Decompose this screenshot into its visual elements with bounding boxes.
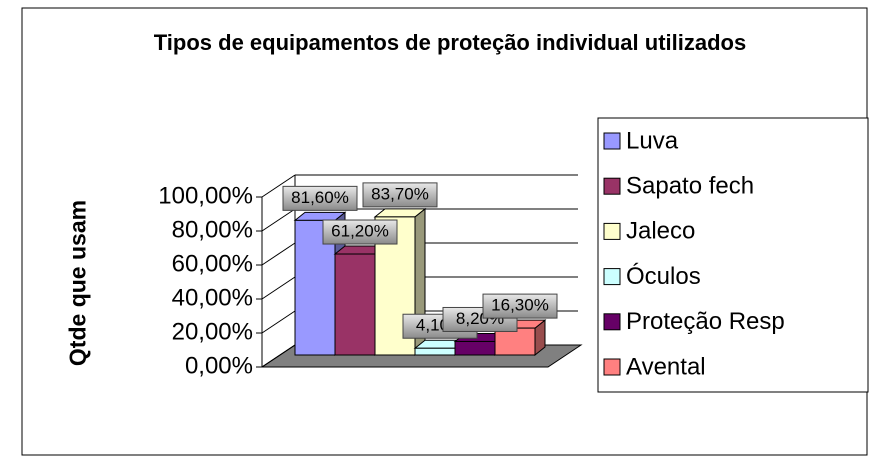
- chart-title: Tipos de equipamentos de proteção indivi…: [153, 30, 747, 55]
- legend-box: [597, 117, 869, 393]
- data-label-box: [282, 185, 358, 211]
- y-tick-label: 0,00%: [185, 352, 253, 379]
- legend-label: Avental: [626, 353, 706, 380]
- y-tick-label: 60,00%: [172, 250, 253, 277]
- bar: [454, 340, 496, 356]
- legend-swatch: [603, 132, 621, 150]
- side-grid: [261, 344, 296, 368]
- side-grid: [261, 242, 296, 266]
- side-grid: [261, 310, 296, 334]
- data-label: 16,30%: [491, 296, 549, 315]
- legend-label: Luva: [626, 127, 679, 154]
- legend-swatch: [603, 313, 621, 331]
- y-tick-label: 20,00%: [172, 318, 253, 345]
- data-label: 81,60%: [291, 188, 349, 207]
- bar: [494, 327, 536, 356]
- data-label-box: [482, 293, 558, 319]
- legend-label: Sapato fech: [626, 173, 754, 200]
- legend-swatch: [603, 268, 621, 286]
- side-grid: [261, 174, 296, 198]
- data-label-box: [442, 306, 518, 332]
- legend-swatch: [603, 358, 621, 376]
- legend-swatch: [603, 177, 621, 195]
- data-label: 61,20%: [331, 222, 389, 241]
- y-axis-label: Qtde que usam: [64, 199, 91, 367]
- side-grid: [261, 208, 296, 232]
- bar: [334, 253, 376, 356]
- side-grid: [261, 276, 296, 300]
- data-label-box: [322, 219, 398, 245]
- data-label-box: [362, 182, 438, 208]
- legend-label: Jaleco: [626, 218, 695, 245]
- y-tick-label: 80,00%: [172, 216, 253, 243]
- y-tick-label: 100,00%: [158, 182, 253, 209]
- legend-label: Proteção Resp: [626, 308, 785, 335]
- legend-label: Óculos: [626, 263, 701, 290]
- data-label: 83,70%: [371, 184, 429, 203]
- bar: [414, 347, 456, 356]
- legend-swatch: [603, 222, 621, 240]
- y-tick-label: 40,00%: [172, 284, 253, 311]
